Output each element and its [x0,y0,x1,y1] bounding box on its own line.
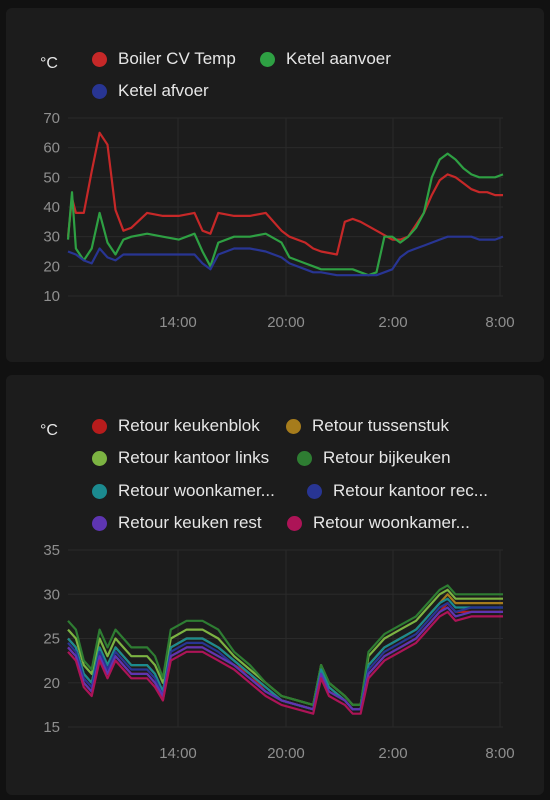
series-line-6 [67,606,503,711]
y-tick-label: 10 [43,288,60,305]
legend-color-dot [92,83,107,99]
boiler-temperature-card: °C Boiler CV Temp Ketel aanvoer Ketel af… [6,8,544,362]
legend-color-dot [287,515,302,531]
legend-item-retour-keukenblok[interactable]: Retour keukenblok [92,416,260,436]
x-tick-label: 14:00 [159,314,197,331]
x-tick-label: 8:00 [485,745,514,762]
legend-label: Ketel aanvoer [286,49,391,68]
legend-color-dot [286,418,301,434]
legend-color-dot [92,418,107,434]
x-tick-label: 20:00 [267,745,305,762]
legend-label: Retour kantoor rec... [333,481,488,500]
series-line-2 [67,235,504,277]
y-tick-label: 25 [43,631,60,648]
series-line-1 [66,152,504,277]
line-chart[interactable]: 35 30 25 20 15 14:00 20:00 2:00 8:00 [6,375,544,795]
legend-label: Retour keukenblok [118,416,260,435]
y-tick-label: 15 [43,719,60,736]
y-tick-label: 60 [43,140,60,157]
y-tick-label: 20 [43,675,60,692]
return-temperature-card: °C Retour keukenblok Retour tussenstuk R… [6,375,544,795]
legend-color-dot [92,51,107,67]
legend-label: Retour keuken rest [118,513,262,532]
legend-label: Retour woonkamer... [118,481,275,500]
legend-item-retour-kantoor-links[interactable]: Retour kantoor links [92,448,269,468]
legend-label: Boiler CV Temp [118,49,236,68]
legend-item-ketel-aanvoer[interactable]: Ketel aanvoer [260,49,391,69]
legend-item-retour-kantoor-rec[interactable]: Retour kantoor rec... [307,481,488,501]
legend-item-ketel-afvoer[interactable]: Ketel afvoer [92,81,209,101]
legend-label: Retour woonkamer... [313,513,470,532]
legend-item-retour-woonkamer-2[interactable]: Retour woonkamer... [287,513,470,533]
legend-item-retour-keuken-rest[interactable]: Retour keuken rest [92,513,262,533]
legend-color-dot [297,450,312,466]
x-tick-label: 20:00 [267,314,305,331]
series-line-7 [67,610,503,715]
y-tick-label: 40 [43,199,60,216]
y-axis-unit-label: °C [40,422,58,439]
legend-color-dot [260,51,275,67]
legend-item-boiler-cv-temp[interactable]: Boiler CV Temp [92,49,236,69]
line-chart[interactable]: 70 60 50 40 30 20 10 14:00 20:00 2:00 8:00 [6,8,544,362]
legend-color-dot [92,483,107,499]
y-tick-label: 20 [43,258,60,275]
y-tick-label: 70 [43,110,60,127]
legend-label: Retour bijkeuken [323,448,451,467]
x-tick-label: 2:00 [378,314,407,331]
y-tick-label: 35 [43,542,60,559]
legend-item-retour-bijkeuken[interactable]: Retour bijkeuken [297,448,451,468]
legend-color-dot [307,483,322,499]
y-tick-label: 50 [43,169,60,186]
y-axis-unit-label: °C [40,55,58,72]
legend-color-dot [92,515,107,531]
legend-label: Ketel afvoer [118,81,209,100]
x-tick-label: 2:00 [378,745,407,762]
series-line-0 [66,131,503,256]
legend-label: Retour kantoor links [118,448,270,467]
y-tick-label: 30 [43,229,60,246]
series-line-3 [67,584,503,706]
legend-item-retour-tussenstuk[interactable]: Retour tussenstuk [286,416,449,436]
legend-label: Retour tussenstuk [312,416,450,435]
legend-color-dot [92,450,107,466]
legend-item-retour-woonkamer-1[interactable]: Retour woonkamer... [92,481,275,501]
y-tick-label: 30 [43,586,60,603]
x-tick-label: 14:00 [159,745,197,762]
x-tick-label: 8:00 [485,314,514,331]
